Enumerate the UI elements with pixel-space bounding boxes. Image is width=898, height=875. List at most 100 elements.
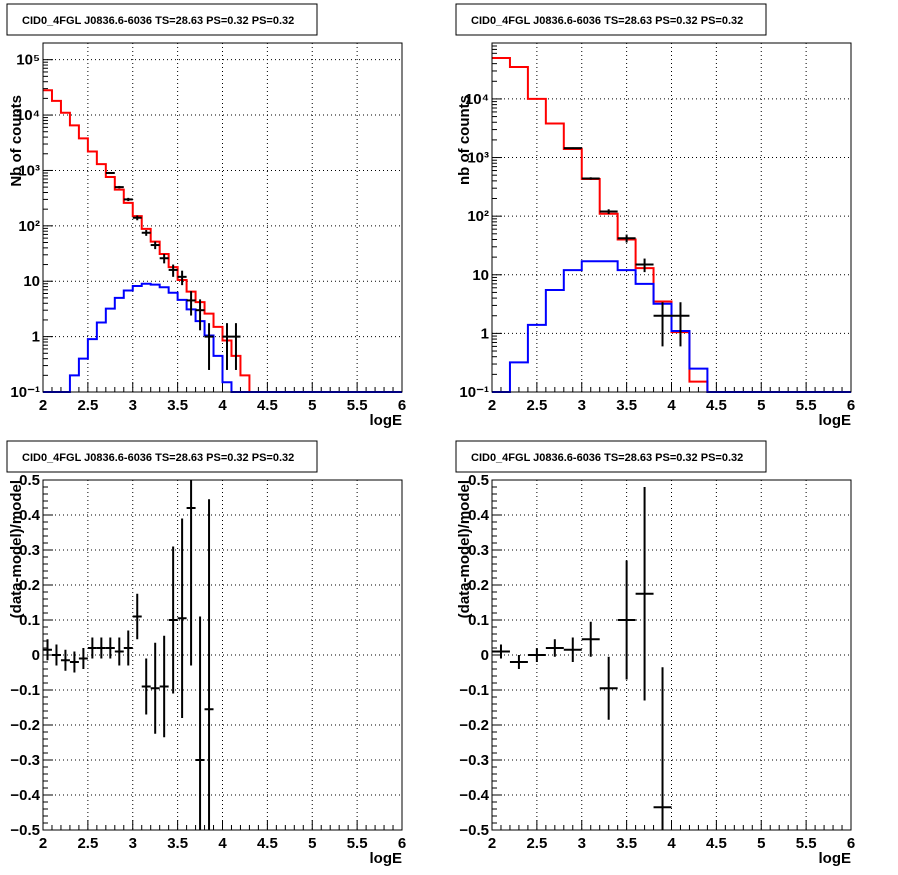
residual-point [635,487,654,701]
chart-title: CID0_4FGL J0836.6-6036 TS=28.63 PS=0.32 … [471,15,743,27]
panel-1: CID0_4FGL J0836.6-6036 TS=28.63 PS=0.32 … [6,3,406,429]
data-point [222,323,232,370]
y-tick-label: 1 [32,329,40,346]
x-tick-label: 2 [488,835,496,852]
x-tick-label: 4.5 [257,397,278,414]
residual-point [653,667,672,830]
residual-points [43,480,214,830]
data-points [563,147,690,347]
residual-point [51,644,61,666]
residual-point [563,637,582,662]
x-tick-label: 4 [667,397,676,414]
panel-2: CID0_4FGL J0836.6-6036 TS=28.63 PS=0.32 … [455,3,855,429]
y-tick-label: 1 [481,325,489,342]
data-point [159,254,169,264]
data-point [617,234,636,243]
residual-point [150,642,160,734]
x-tick-label: 5.5 [796,835,817,852]
x-tick-label: 4.5 [706,397,727,414]
residual-point [114,637,124,666]
data-point [671,302,690,347]
y-tick-label: 0.2 [19,577,40,594]
data-point [132,215,142,221]
x-tick-label: 3 [578,835,586,852]
residual-point [195,616,205,830]
title-box [6,440,318,473]
y-tick-label: 10⁻¹ [10,384,40,401]
y-tick-label: −0.1 [459,682,489,699]
y-axis-label: (data-model)/model [8,480,25,618]
plot-frame [491,479,852,831]
data-point [231,323,241,370]
y-tick-label: 0.3 [468,542,489,559]
chart-title: CID0_4FGL J0836.6-6036 TS=28.63 PS=0.32 … [471,452,743,464]
data-point [186,291,196,316]
y-tick-label: 10³ [18,162,40,179]
y-tick-label: −0.5 [10,822,40,839]
residual-point [581,621,600,657]
y-tick-label: 0.3 [19,542,40,559]
x-tick-label: 5.5 [796,397,817,414]
x-tick-label: 2.5 [526,397,547,414]
data-points [105,171,241,370]
x-axis-label: logE [370,850,403,867]
histogram-step-line [492,260,851,393]
x-tick-label: 5 [757,397,765,414]
x-tick-label: 6 [847,397,855,414]
data-point [581,177,600,180]
residual-point [60,649,70,671]
y-tick-label: 0.4 [468,507,490,524]
data-point [141,230,151,236]
plot-frame [491,42,852,393]
panel-4: CID0_4FGL J0836.6-6036 TS=28.63 PS=0.32 … [455,440,855,867]
x-tick-label: 3 [129,397,137,414]
y-axis-label: (data-model)/model [456,480,473,618]
histogram-step-line [492,56,851,393]
y-tick-label: 0.1 [19,612,40,629]
y-tick-label: 0.1 [468,612,489,629]
x-tick-label: 3 [129,835,137,852]
x-tick-label: 3.5 [616,397,637,414]
data-point [204,323,214,370]
y-tick-label: −0.3 [459,752,489,769]
residual-point [159,635,169,738]
x-tick-label: 5.5 [347,835,368,852]
x-tick-label: 5 [757,835,765,852]
data-point [563,147,582,150]
y-axis-label: nb of counts [456,95,473,185]
y-tick-label: 0.4 [19,507,41,524]
x-tick-label: 2 [39,397,47,414]
y-tick-label: 10⁵ [16,52,40,69]
residual-point [527,648,546,662]
x-tick-label: 5 [308,397,316,414]
residual-point [141,658,151,715]
x-tick-label: 3.5 [167,397,188,414]
x-tick-label: 6 [398,835,406,852]
data-point [653,302,672,347]
y-tick-label: −0.2 [10,717,40,734]
x-tick-label: 2.5 [77,397,98,414]
x-tick-label: 5.5 [347,397,368,414]
x-tick-label: 2.5 [526,835,547,852]
residual-point [492,644,510,659]
data-point [114,185,124,189]
y-tick-label: 10⁴ [16,107,40,124]
residual-point [545,639,564,657]
x-tick-label: 3.5 [167,835,188,852]
residual-point [87,637,97,659]
x-tick-label: 3 [578,397,586,414]
x-tick-label: 5 [308,835,316,852]
chart-title: CID0_4FGL J0836.6-6036 TS=28.63 PS=0.32 … [22,452,294,464]
residual-point [132,593,142,640]
y-tick-label: −0.1 [10,682,40,699]
residual-point [617,560,636,680]
data-point [123,197,133,202]
title-box [455,440,767,473]
y-tick-label: −0.4 [459,787,489,804]
y-tick-label: 10⁻¹ [459,384,489,401]
y-tick-label: −0.5 [459,822,489,839]
residual-points [492,487,672,830]
x-tick-label: 2.5 [77,835,98,852]
y-tick-label: −0.3 [10,752,40,769]
